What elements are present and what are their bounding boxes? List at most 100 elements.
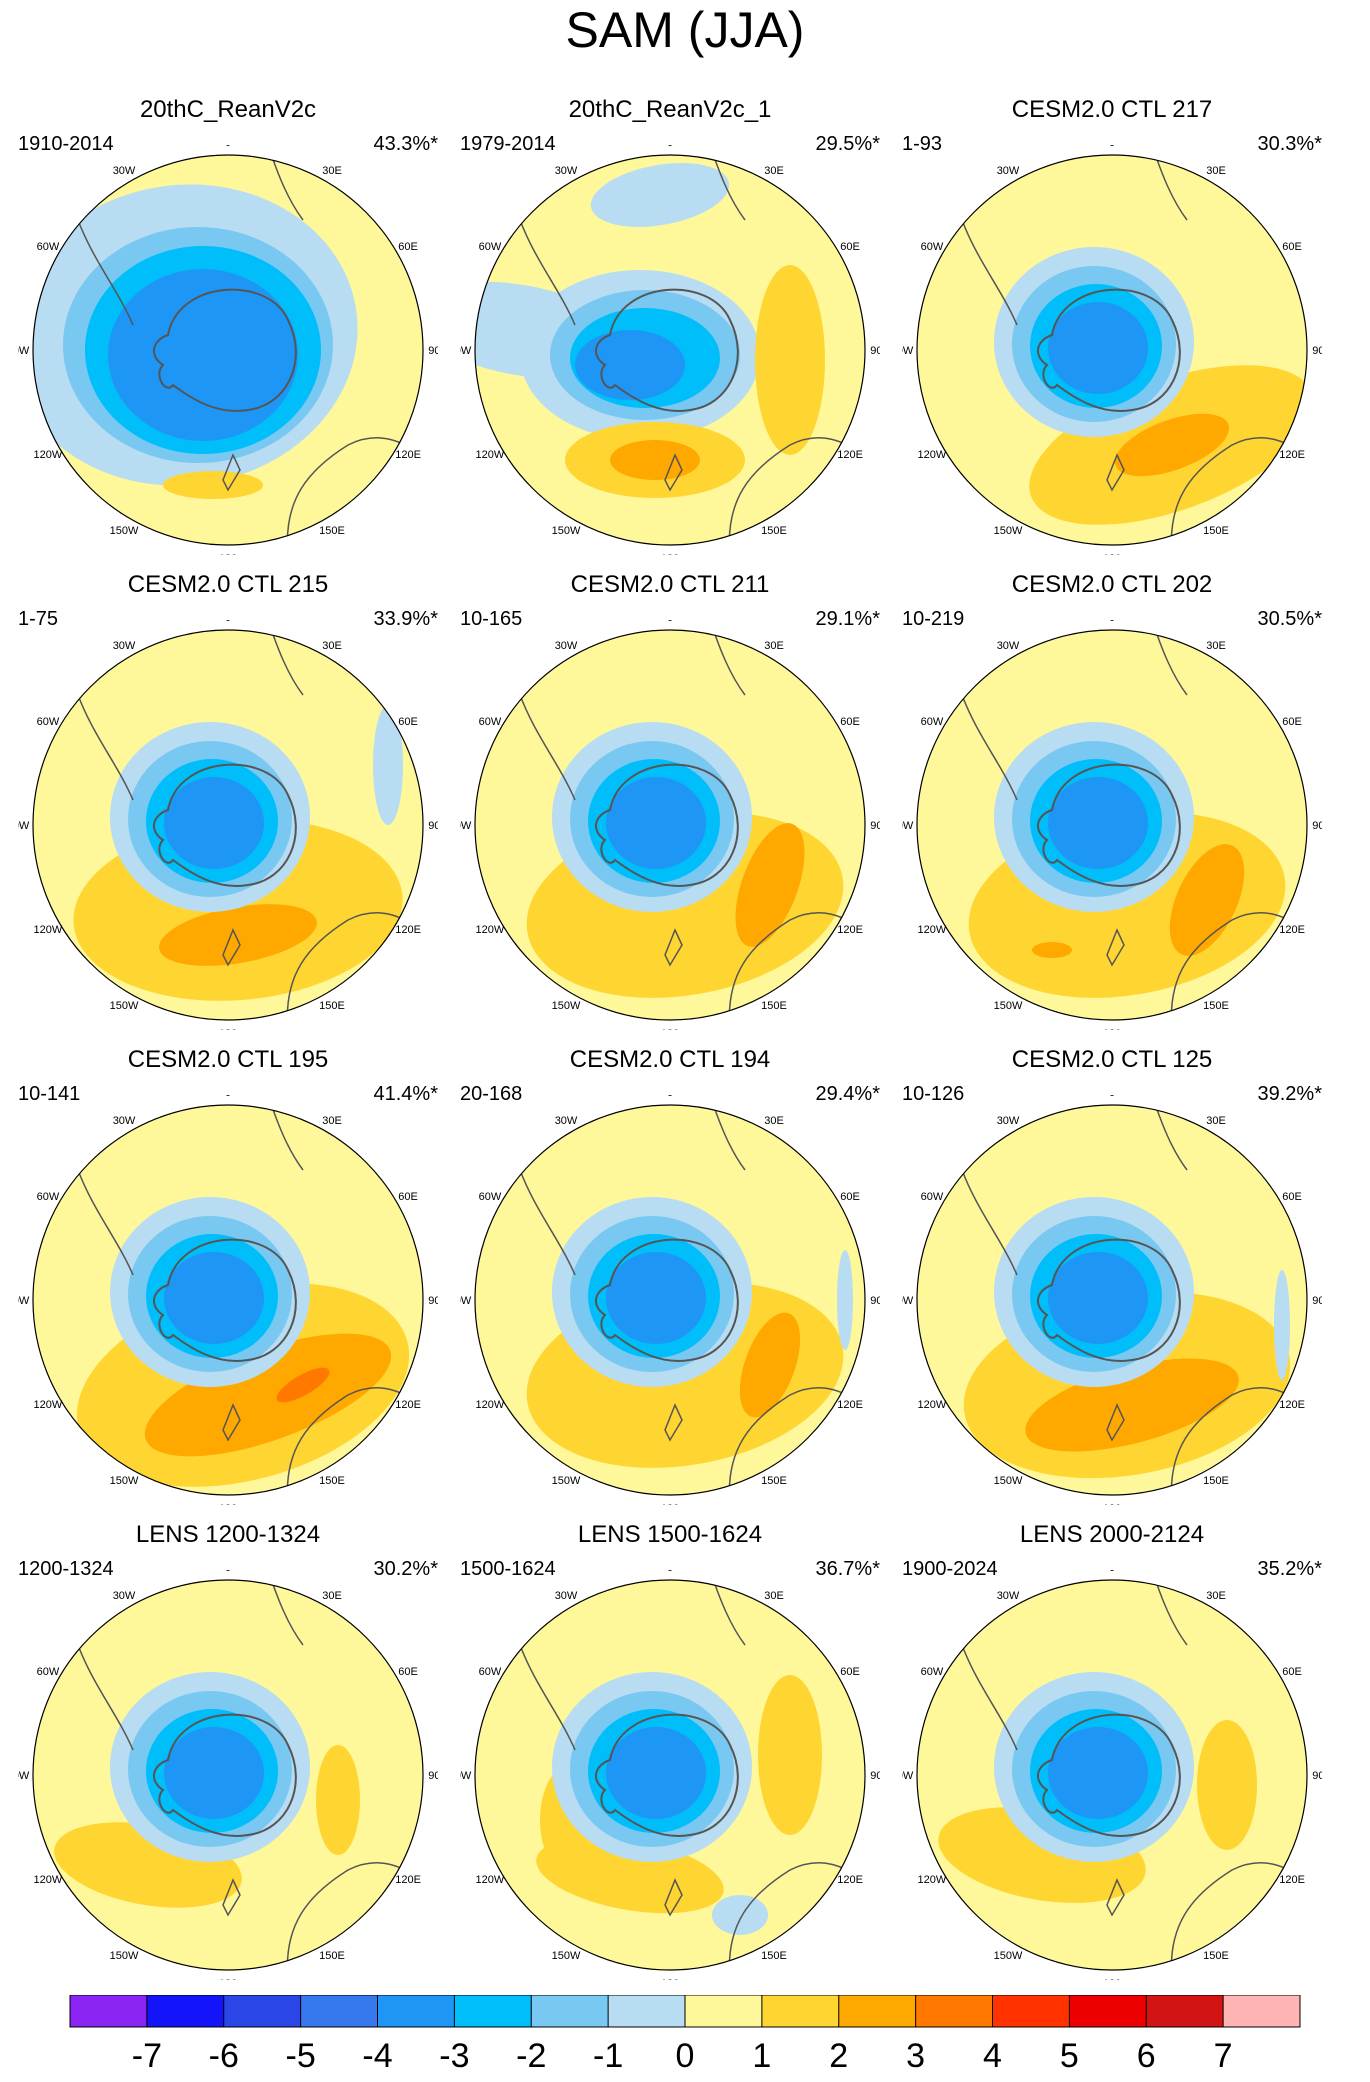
panel-period: 1-93 bbox=[902, 133, 943, 155]
africa-coastline bbox=[267, 1580, 304, 1646]
panel-period: 1500-1624 bbox=[460, 1558, 556, 1580]
colorbar-tick-label: -4 bbox=[362, 2037, 392, 2075]
map-border bbox=[916, 1579, 1308, 1971]
longitude-label: 150W bbox=[552, 1950, 581, 1962]
longitude-label: 180 bbox=[219, 1028, 237, 1030]
panel-period: 1200-1324 bbox=[18, 1558, 114, 1580]
longitude-label: 30W bbox=[113, 1590, 136, 1602]
anomaly-contour bbox=[276, 1367, 330, 1403]
panel-period: 1910-2014 bbox=[18, 133, 114, 155]
antarctica-coastline bbox=[153, 763, 297, 887]
longitude-label: 90W bbox=[460, 1770, 472, 1782]
panel-title: CESM2.0 CTL 125 bbox=[1011, 1046, 1213, 1073]
antarctica-coastline bbox=[595, 1238, 739, 1362]
colorbar-swatch bbox=[454, 1995, 532, 2027]
antarctica-coastline bbox=[1037, 288, 1181, 412]
longitude-label: 150E bbox=[1203, 1950, 1229, 1962]
south-america-coastline bbox=[519, 694, 576, 801]
africa-coastline bbox=[267, 155, 304, 221]
new-zealand-coastline bbox=[664, 453, 683, 492]
longitude-label: 60E bbox=[840, 1191, 860, 1203]
longitude-label: 180 bbox=[1103, 1503, 1121, 1505]
panel-title: CESM2.0 CTL 215 bbox=[127, 571, 329, 598]
longitude-label: 0 bbox=[225, 145, 231, 149]
colorbar-swatch bbox=[300, 1995, 379, 2027]
anomaly-contour bbox=[755, 265, 825, 455]
longitude-label: 90E bbox=[1312, 1770, 1322, 1782]
anomaly-contour bbox=[1197, 1720, 1257, 1850]
panel-period: 1-75 bbox=[18, 608, 59, 630]
longitude-label: 150E bbox=[319, 1950, 345, 1962]
longitude-label: 180 bbox=[661, 553, 679, 555]
longitude-label: 30W bbox=[113, 640, 136, 652]
longitude-label: 0 bbox=[667, 145, 673, 149]
panel-variance-explained: 30.3%* bbox=[1257, 133, 1323, 155]
longitude-label: 120W bbox=[918, 924, 947, 936]
new-zealand-coastline bbox=[222, 928, 241, 967]
anomaly-contour bbox=[373, 705, 403, 825]
colorbar-swatch bbox=[685, 1995, 763, 2027]
south-america-coastline bbox=[519, 1644, 576, 1751]
anomaly-contour bbox=[712, 1895, 768, 1935]
longitude-label: 60E bbox=[840, 716, 860, 728]
panel-variance-explained: 41.4%* bbox=[373, 1083, 439, 1105]
longitude-label: 0 bbox=[1109, 1570, 1115, 1574]
polar-map: 0 30E 60E 90E 120E 150E 180 150W 120W 90W 60W 30W bbox=[18, 620, 438, 1030]
colorbar-tick-label: 7 bbox=[1214, 2037, 1233, 2075]
south-america-coastline bbox=[961, 219, 1018, 326]
panel-period: 20-168 bbox=[460, 1083, 523, 1105]
longitude-label: 30W bbox=[997, 640, 1020, 652]
longitude-label: 0 bbox=[1109, 1095, 1115, 1099]
panel-variance-explained: 29.5%* bbox=[815, 133, 881, 155]
longitude-label: 0 bbox=[667, 620, 673, 624]
colorbar-tick-label: -3 bbox=[439, 2037, 469, 2075]
south-america-coastline bbox=[77, 694, 134, 801]
longitude-label: 120E bbox=[1279, 449, 1305, 461]
longitude-label: 30W bbox=[997, 1115, 1020, 1127]
colorbar-swatch bbox=[838, 1995, 917, 2027]
colorbar-tick-label: 1 bbox=[752, 2037, 771, 2075]
colorbar-swatch bbox=[146, 1995, 225, 2027]
longitude-label: 30W bbox=[997, 165, 1020, 177]
longitude-label: 150W bbox=[552, 1475, 581, 1487]
colorbar-tick-label: -2 bbox=[516, 2037, 546, 2075]
anomaly-contour bbox=[739, 1312, 801, 1418]
longitude-label: 60E bbox=[398, 1191, 418, 1203]
longitude-label: 150W bbox=[994, 525, 1023, 537]
panel-period: 10-219 bbox=[902, 608, 965, 630]
longitude-label: 90E bbox=[1312, 1295, 1322, 1307]
longitude-label: 150E bbox=[761, 1950, 787, 1962]
longitude-label: 180 bbox=[1103, 1978, 1121, 1980]
panel-title: CESM2.0 CTL 194 bbox=[569, 1046, 771, 1073]
anomaly-contour bbox=[316, 1745, 360, 1855]
longitude-label: 150E bbox=[761, 1475, 787, 1487]
sam-map-panel: CESM2.0 CTL 211 10-165 29.1%* 0 30E 60E 90E 120… bbox=[460, 570, 880, 1030]
polar-map: 0 30E 60E 90E 120E 150E 180 150W 120W 90W 60W 30W bbox=[18, 145, 438, 555]
anomaly-contour bbox=[159, 904, 317, 966]
longitude-label: 30W bbox=[555, 1115, 578, 1127]
africa-coastline bbox=[1151, 630, 1188, 696]
anomaly-contour bbox=[735, 823, 805, 947]
sam-map-panel: CESM2.0 CTL 217 1-93 30.3%* 0 30E 60E 90E 120E 1… bbox=[902, 95, 1322, 555]
panel-title: 20thC_ReanV2c bbox=[139, 96, 317, 123]
longitude-label: 150E bbox=[1203, 1475, 1229, 1487]
new-zealand-coastline bbox=[1106, 1403, 1125, 1442]
anomaly-contour bbox=[606, 1252, 706, 1344]
longitude-label: 60W bbox=[479, 241, 502, 253]
south-america-coastline bbox=[961, 694, 1018, 801]
colorbar-swatch bbox=[915, 1995, 994, 2027]
longitude-label: 60E bbox=[398, 1666, 418, 1678]
colorbar-swatch bbox=[608, 1995, 686, 2027]
anomaly-contour bbox=[1169, 844, 1245, 956]
new-zealand-coastline bbox=[1106, 928, 1125, 967]
map-border bbox=[32, 1579, 424, 1971]
longitude-label: 120W bbox=[34, 1399, 63, 1411]
anomaly-contour bbox=[1114, 413, 1230, 477]
panel-title: LENS 1200-1324 bbox=[135, 1521, 321, 1548]
longitude-label: 120W bbox=[476, 924, 505, 936]
longitude-label: 120E bbox=[837, 1399, 863, 1411]
longitude-label: 120E bbox=[837, 924, 863, 936]
anomaly-contour bbox=[108, 269, 298, 441]
colorbar-swatch bbox=[992, 1995, 1070, 2027]
south-america-coastline bbox=[77, 219, 134, 326]
